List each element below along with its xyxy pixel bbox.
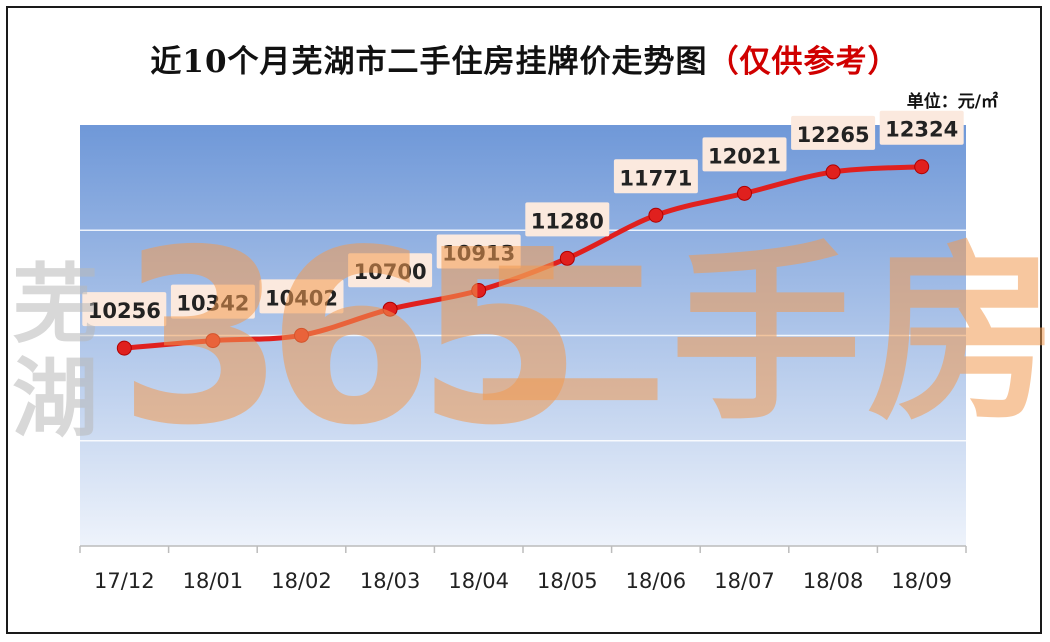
data-label: 11771 [619,166,692,190]
data-label: 10913 [442,242,515,266]
data-point [205,333,221,349]
x-tick-label: 18/02 [271,569,332,593]
data-label-bg [702,137,787,172]
data-point [294,327,309,343]
data-label: 10342 [176,292,249,316]
data-label: 12265 [797,123,870,147]
watermark-city: 芜湖 [10,258,100,446]
x-tick-label: 18/03 [360,569,421,593]
data-point [116,340,132,356]
data-label: 10700 [354,260,427,284]
x-tick-label: 18/08 [803,569,864,593]
x-tick-label: 17/12 [94,569,155,593]
x-tick-label: 18/07 [714,569,775,593]
data-point [914,159,930,175]
data-label-bg [879,110,964,145]
data-point [737,185,752,201]
data-label-bg [525,202,610,237]
grid-lines [80,229,966,442]
data-label: 10402 [265,286,338,310]
data-label-bg [436,234,521,269]
data-point [559,250,575,266]
series-line [116,159,930,356]
data-label: 12021 [708,144,781,168]
watermark-city-char: 芜 [12,255,98,355]
x-tick-label: 18/04 [448,569,509,593]
data-label-bg [791,115,876,150]
title-text: 近10个月芜湖市二手住房挂牌价走势图 [150,44,708,80]
data-label-bg [170,284,255,319]
data-label: 10256 [88,299,161,323]
x-tick-label: 18/01 [183,569,244,593]
data-point [471,283,487,299]
data-point [825,164,841,180]
x-tick-label: 18/09 [891,569,952,593]
title-note: （仅供参考） [707,44,900,80]
data-point [382,301,398,317]
data-label-bg [82,292,167,327]
data-label-bg [259,279,344,314]
watermark-text: 二手房 [475,225,1050,446]
data-labels: 10256 10342 10402 10700 10913 11280 11771 12021… [82,110,964,327]
data-label: 11280 [531,209,604,233]
data-label: 12324 [885,118,958,142]
x-tick-label: 18/06 [626,569,687,593]
series-path [121,164,925,351]
data-point [648,207,664,223]
data-label-bg [613,159,698,194]
x-axis: 17/12 18/01 18/02 18/03 18/04 18/05 18/06 18/07… [79,545,967,593]
x-tick-label: 18/05 [537,569,598,593]
watermark-number: 365 [118,198,583,478]
watermark-city-char: 湖 [12,349,98,449]
data-label-bg [348,253,433,288]
unit-label: 单位：元/㎡ [906,92,998,112]
chart-title: 近10个月芜湖市二手住房挂牌价走势图（仅供参考） [0,36,1050,81]
